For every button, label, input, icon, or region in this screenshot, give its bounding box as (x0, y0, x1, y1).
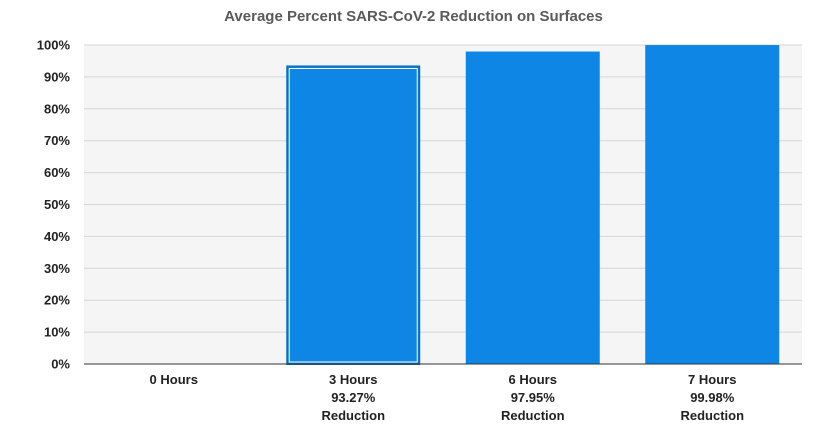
bar (645, 45, 780, 364)
bar-inner-outline (288, 67, 418, 363)
y-tick-label: 40% (44, 229, 70, 244)
bars (286, 45, 780, 366)
bar-data-label: 97.95% (511, 390, 556, 405)
x-axis-ticks: 0 Hours 3 Hours 93.27% Reduction 6 Hours 97.9… (150, 372, 745, 423)
bar-data-label: 99.98% (690, 390, 735, 405)
y-tick-label: 100% (37, 38, 71, 53)
x-tick-label: 7 Hours (688, 372, 736, 387)
y-axis-ticks: 0% 10% 20% 30% 40% 50% 60% 70% 80% 90% 100% (37, 38, 71, 372)
y-tick-label: 60% (44, 165, 70, 180)
chart-title: Average Percent SARS-CoV-2 Reduction on … (224, 8, 603, 25)
bar (465, 51, 600, 365)
bar (286, 65, 421, 366)
bar-data-label: Reduction (321, 408, 385, 423)
x-tick-label: 3 Hours (329, 372, 377, 387)
y-tick-label: 30% (44, 261, 70, 276)
x-tick-label: 0 Hours (150, 372, 198, 387)
y-tick-label: 50% (44, 197, 70, 212)
bar-data-label: Reduction (680, 408, 744, 423)
y-tick-label: 10% (44, 325, 70, 340)
y-tick-label: 20% (44, 293, 70, 308)
y-tick-label: 90% (44, 69, 70, 84)
y-tick-label: 70% (44, 133, 70, 148)
y-tick-label: 80% (44, 101, 70, 116)
x-tick-label: 6 Hours (509, 372, 557, 387)
bar-data-label: Reduction (501, 408, 565, 423)
y-tick-label: 0% (51, 357, 70, 372)
bar-data-label: 93.27% (331, 390, 376, 405)
